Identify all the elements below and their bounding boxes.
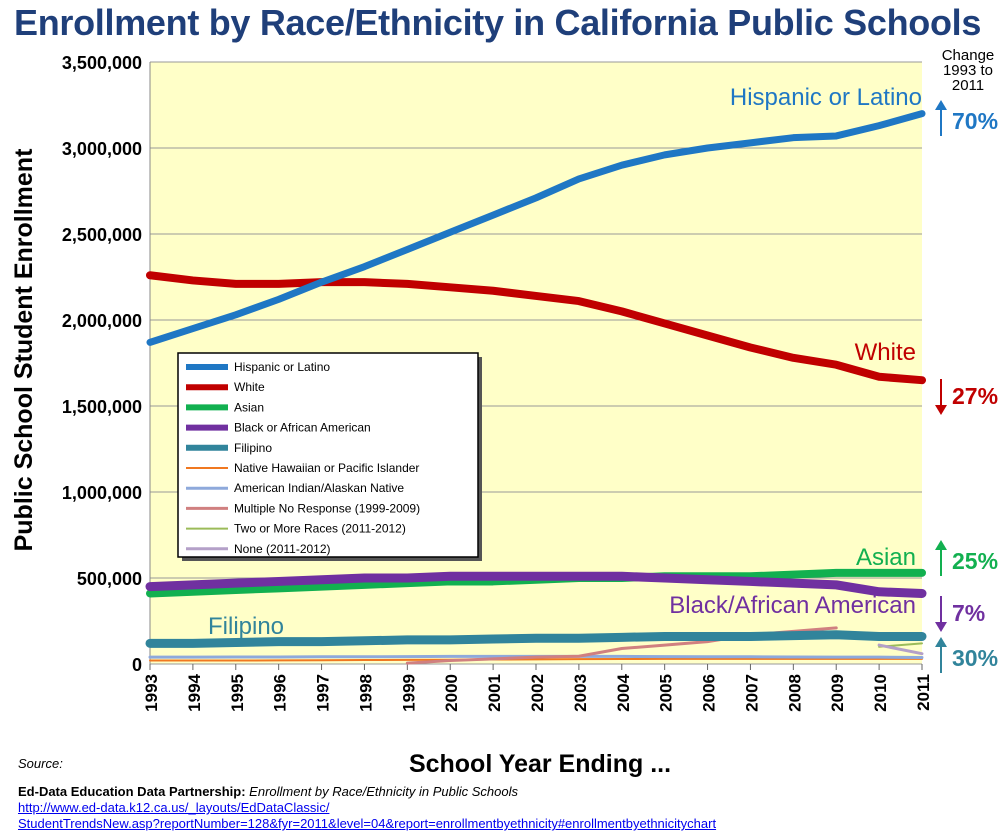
y-tick-label: 500,000 xyxy=(77,569,142,589)
x-tick-label: 2003 xyxy=(571,674,590,712)
series-line-native-hawaiian-or-pacific-islander xyxy=(149,657,923,662)
x-tick-label: 2002 xyxy=(528,674,547,712)
change-value: 27% xyxy=(952,383,998,409)
series-line-white xyxy=(146,271,926,385)
series-line-filipino xyxy=(145,630,927,648)
x-tick-label: 1996 xyxy=(271,674,290,712)
series-label: White xyxy=(855,339,916,366)
legend-item: None (2011-2012) xyxy=(234,542,331,556)
change-value: 30% xyxy=(952,645,998,671)
source-label: Source: xyxy=(18,756,63,771)
chart-title: Enrollment by Race/Ethnicity in Californ… xyxy=(14,2,982,43)
legend-item: Black or African American xyxy=(234,421,371,435)
x-axis-label: School Year Ending ... xyxy=(409,750,671,778)
y-tick-label: 2,000,000 xyxy=(62,311,142,331)
x-tick-label: 2001 xyxy=(485,674,504,712)
change-value: 70% xyxy=(952,108,998,134)
legend-item: Native Hawaiian or Pacific Islander xyxy=(234,461,419,475)
change-header: Change xyxy=(942,47,995,64)
x-tick-label: 1999 xyxy=(399,674,418,712)
arrow-up-icon xyxy=(935,540,947,550)
series-label: Hispanic or Latino xyxy=(730,84,922,111)
source-org: Ed-Data Education Data Partnership: xyxy=(18,784,246,799)
series-label: Black/African American xyxy=(669,592,916,619)
series-line-none-2011-2012- xyxy=(877,643,924,656)
x-tick-label: 2009 xyxy=(828,674,847,712)
x-tick-label: 2008 xyxy=(785,674,804,712)
change-value: 25% xyxy=(952,548,998,574)
legend-item: Hispanic or Latino xyxy=(234,360,330,374)
x-tick-label: 1997 xyxy=(314,674,333,712)
arrow-down-icon xyxy=(935,622,947,632)
x-tick-label: 2011 xyxy=(914,674,933,711)
x-tick-label: 1998 xyxy=(356,674,375,712)
legend-item: Filipino xyxy=(234,441,272,455)
change-header: 1993 to xyxy=(943,62,993,79)
series-line-hispanic-or-latino xyxy=(146,110,926,346)
source-title: Enrollment by Race/Ethnicity in Public S… xyxy=(249,784,518,799)
x-tick-label: 2006 xyxy=(700,674,719,712)
legend-item: Multiple No Response (1999-2009) xyxy=(234,501,420,515)
x-tick-label: 2004 xyxy=(614,673,633,711)
arrow-up-icon xyxy=(935,100,947,110)
y-axis-label: Public School Student Enrollment xyxy=(10,148,38,551)
source-link-2[interactable]: StudentTrendsNew.asp?reportNumber=128&fy… xyxy=(18,816,717,831)
source-link-1[interactable]: http://www.ed-data.k12.ca.us/_layouts/Ed… xyxy=(18,800,330,815)
x-tick-label: 2007 xyxy=(742,674,761,712)
x-tick-label: 1994 xyxy=(185,673,204,711)
y-tick-label: 3,000,000 xyxy=(62,139,142,159)
legend-item: Asian xyxy=(234,400,264,414)
arrow-down-icon xyxy=(935,405,947,415)
change-value: 7% xyxy=(952,600,985,626)
y-tick-label: 2,500,000 xyxy=(62,225,142,245)
y-tick-label: 1,500,000 xyxy=(62,397,142,417)
series-label: Asian xyxy=(856,544,916,571)
arrow-up-icon xyxy=(935,637,947,647)
legend-item: Two or More Races (2011-2012) xyxy=(234,522,406,536)
x-tick-label: 2010 xyxy=(871,674,890,712)
x-tick-label: 2005 xyxy=(657,674,676,712)
x-tick-label: 2000 xyxy=(442,674,461,712)
legend-item: American Indian/Alaskan Native xyxy=(234,481,404,495)
x-tick-label: 1995 xyxy=(228,674,247,712)
y-tick-label: 0 xyxy=(132,655,142,675)
y-tick-label: 1,000,000 xyxy=(62,483,142,503)
x-tick-label: 1993 xyxy=(142,674,161,712)
y-tick-label: 3,500,000 xyxy=(62,53,142,73)
legend-item: White xyxy=(234,380,265,394)
series-label: Filipino xyxy=(208,613,284,640)
series-line-black-or-african-american xyxy=(145,571,927,598)
change-header: 2011 xyxy=(952,77,984,94)
